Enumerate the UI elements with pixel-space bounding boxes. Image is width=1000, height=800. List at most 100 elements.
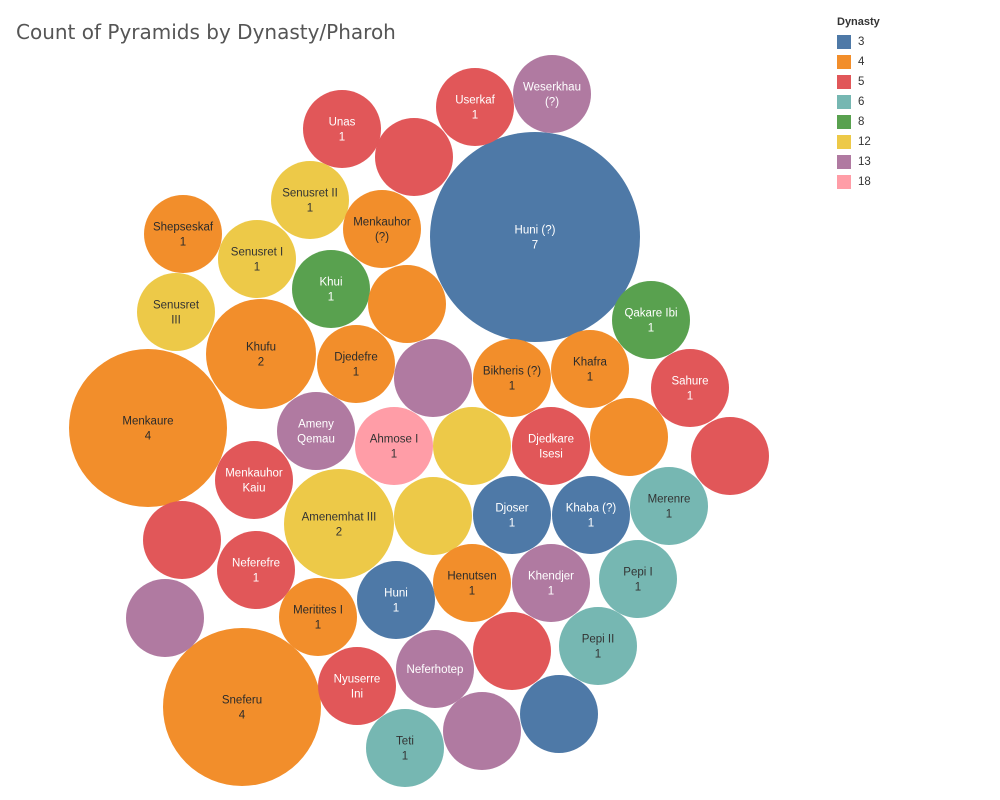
bubble-circle[interactable] (473, 476, 551, 554)
bubble[interactable] (590, 398, 668, 476)
bubble[interactable]: Menkauhor Kaiu (215, 441, 293, 519)
bubble[interactable]: Neferefre 1 (217, 531, 295, 609)
bubble-circle[interactable] (217, 531, 295, 609)
bubble-circle[interactable] (513, 55, 591, 133)
bubble[interactable] (375, 118, 453, 196)
bubble-circle[interactable] (512, 407, 590, 485)
bubble-circle[interactable] (215, 441, 293, 519)
bubble-circle[interactable] (137, 273, 215, 351)
bubble[interactable]: Pepi I 1 (599, 540, 677, 618)
bubble-circle[interactable] (394, 339, 472, 417)
bubble[interactable]: Shepseskaf 1 (144, 195, 222, 273)
bubble[interactable]: Huni (?) 7 (430, 132, 640, 342)
bubble[interactable]: Djoser 1 (473, 476, 551, 554)
bubble-circle[interactable] (691, 417, 769, 495)
bubble-circle[interactable] (366, 709, 444, 787)
legend-item[interactable]: 18 (837, 172, 987, 192)
bubble-circle[interactable] (318, 647, 396, 725)
bubble-circle[interactable] (473, 339, 551, 417)
bubble-circle[interactable] (394, 477, 472, 555)
bubble[interactable]: Djedefre 1 (317, 325, 395, 403)
bubble[interactable]: Senusret I 1 (218, 220, 296, 298)
bubble[interactable] (691, 417, 769, 495)
bubble[interactable] (126, 579, 204, 657)
bubble-circle[interactable] (551, 330, 629, 408)
bubble[interactable]: Userkaf 1 (436, 68, 514, 146)
bubble-circle[interactable] (552, 476, 630, 554)
bubble[interactable]: Neferhotep (396, 630, 474, 708)
legend-item[interactable]: 6 (837, 92, 987, 112)
bubble[interactable]: Unas 1 (303, 90, 381, 168)
bubble-circle[interactable] (317, 325, 395, 403)
bubble[interactable]: Teti 1 (366, 709, 444, 787)
bubble[interactable]: Huni 1 (357, 561, 435, 639)
bubble-circle[interactable] (512, 544, 590, 622)
bubble-circle[interactable] (433, 544, 511, 622)
bubble[interactable] (394, 339, 472, 417)
bubble-circle[interactable] (143, 501, 221, 579)
bubble-circle[interactable] (218, 220, 296, 298)
bubble-circle[interactable] (355, 407, 433, 485)
bubble[interactable] (143, 501, 221, 579)
bubble-circle[interactable] (430, 132, 640, 342)
bubble-circle[interactable] (144, 195, 222, 273)
bubble[interactable]: Weserkhau (?) (513, 55, 591, 133)
bubble-circle[interactable] (590, 398, 668, 476)
bubble-circle[interactable] (630, 467, 708, 545)
bubble[interactable]: Ahmose I 1 (355, 407, 433, 485)
bubble[interactable] (433, 407, 511, 485)
bubble-circle[interactable] (126, 579, 204, 657)
bubble-circle[interactable] (303, 90, 381, 168)
bubble[interactable] (394, 477, 472, 555)
bubble-circle[interactable] (368, 265, 446, 343)
bubble-circle[interactable] (292, 250, 370, 328)
bubble-circle[interactable] (599, 540, 677, 618)
legend-item[interactable]: 5 (837, 72, 987, 92)
legend-item[interactable]: 3 (837, 32, 987, 52)
bubble-circle[interactable] (396, 630, 474, 708)
bubble[interactable] (520, 675, 598, 753)
bubble[interactable]: Khufu 2 (206, 299, 316, 409)
bubble[interactable]: Senusret II 1 (271, 161, 349, 239)
bubble[interactable]: Merenre 1 (630, 467, 708, 545)
bubble-circle[interactable] (433, 407, 511, 485)
bubble[interactable]: Khafra 1 (551, 330, 629, 408)
bubble-circle[interactable] (612, 281, 690, 359)
bubble[interactable] (368, 265, 446, 343)
bubble[interactable]: Amenemhat III 2 (284, 469, 394, 579)
bubble[interactable]: Qakare Ibi 1 (612, 281, 690, 359)
legend-item[interactable]: 13 (837, 152, 987, 172)
bubble-circle[interactable] (436, 68, 514, 146)
bubble[interactable]: Meritites I 1 (279, 578, 357, 656)
bubble-circle[interactable] (277, 392, 355, 470)
bubble-circle[interactable] (163, 628, 321, 786)
bubble-circle[interactable] (343, 190, 421, 268)
bubble-circle[interactable] (651, 349, 729, 427)
bubble-circle[interactable] (271, 161, 349, 239)
bubble[interactable]: Khui 1 (292, 250, 370, 328)
legend-item[interactable]: 4 (837, 52, 987, 72)
bubble[interactable]: Ameny Qemau (277, 392, 355, 470)
bubble-circle[interactable] (520, 675, 598, 753)
bubble[interactable]: Sneferu 4 (163, 628, 321, 786)
bubble[interactable]: Khendjer 1 (512, 544, 590, 622)
bubble-circle[interactable] (443, 692, 521, 770)
bubble[interactable]: Djedkare Isesi (512, 407, 590, 485)
legend-item[interactable]: 8 (837, 112, 987, 132)
bubble[interactable]: Bikheris (?) 1 (473, 339, 551, 417)
bubble-circle[interactable] (357, 561, 435, 639)
bubble[interactable] (473, 612, 551, 690)
bubble[interactable]: Menkaure 4 (69, 349, 227, 507)
bubble-circle[interactable] (69, 349, 227, 507)
bubble-circle[interactable] (375, 118, 453, 196)
bubble-circle[interactable] (284, 469, 394, 579)
bubble[interactable]: Pepi II 1 (559, 607, 637, 685)
bubble[interactable]: Henutsen 1 (433, 544, 511, 622)
bubble[interactable]: Khaba (?) 1 (552, 476, 630, 554)
bubble-circle[interactable] (279, 578, 357, 656)
bubble[interactable]: Sahure 1 (651, 349, 729, 427)
bubble[interactable] (443, 692, 521, 770)
bubble-circle[interactable] (206, 299, 316, 409)
bubble[interactable]: Nyuserre Ini (318, 647, 396, 725)
bubble[interactable]: Senusret III (137, 273, 215, 351)
